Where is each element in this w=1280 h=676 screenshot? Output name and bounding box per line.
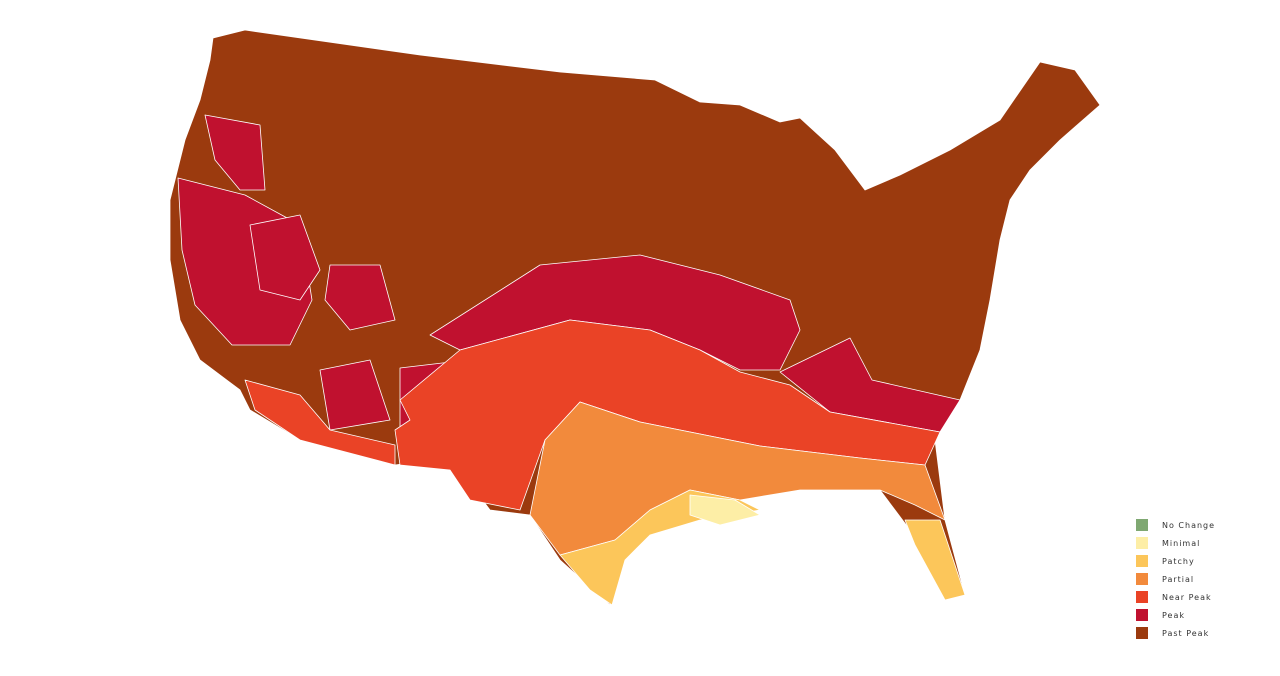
region-minimal bbox=[689, 494, 761, 526]
legend-label: Minimal bbox=[1162, 538, 1201, 548]
legend-item-peak: Peak bbox=[1136, 606, 1215, 624]
swatch-past-peak bbox=[1136, 627, 1148, 639]
swatch-peak bbox=[1136, 609, 1148, 621]
swatch-partial bbox=[1136, 573, 1148, 585]
region-peak-utah bbox=[324, 264, 396, 331]
swatch-minimal bbox=[1136, 537, 1148, 549]
legend-item-partial: Partial bbox=[1136, 570, 1215, 588]
legend-item-past-peak: Past Peak bbox=[1136, 624, 1215, 642]
legend-label: Partial bbox=[1162, 574, 1195, 584]
region-peak-oregon bbox=[204, 114, 266, 191]
swatch-patchy bbox=[1136, 555, 1148, 567]
legend-item-no-change: No Change bbox=[1136, 516, 1215, 534]
legend-label: Past Peak bbox=[1162, 628, 1210, 638]
swatch-no-change bbox=[1136, 519, 1148, 531]
region-near-peak-socal bbox=[244, 379, 396, 466]
legend-label: Near Peak bbox=[1162, 592, 1212, 602]
legend-item-near-peak: Near Peak bbox=[1136, 588, 1215, 606]
region-patchy-florida bbox=[904, 519, 966, 601]
legend-label: Patchy bbox=[1162, 556, 1195, 566]
legend-label: Peak bbox=[1162, 610, 1185, 620]
region-peak-arizona bbox=[319, 359, 391, 431]
swatch-near-peak bbox=[1136, 591, 1148, 603]
legend: No Change Minimal Patchy Partial Near Pe… bbox=[1136, 516, 1215, 642]
legend-item-patchy: Patchy bbox=[1136, 552, 1215, 570]
legend-label: No Change bbox=[1162, 520, 1216, 530]
legend-item-minimal: Minimal bbox=[1136, 534, 1215, 552]
region-peak-nevada bbox=[249, 214, 321, 301]
